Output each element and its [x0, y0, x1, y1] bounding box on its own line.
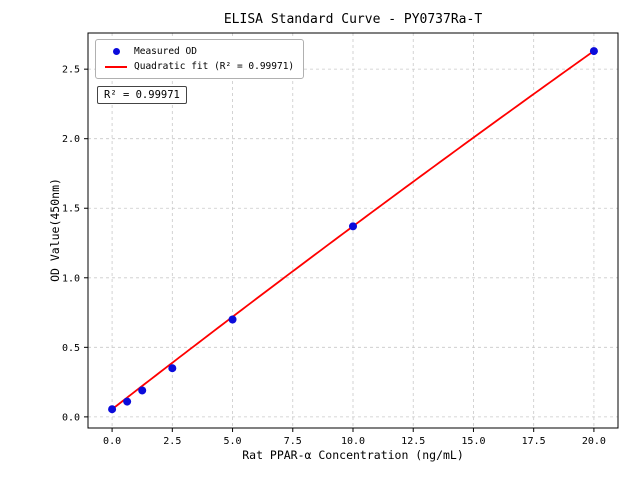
scatter-marker-icon	[112, 48, 120, 55]
legend-item-quadratic-fit: Quadratic fit (R² = 0.99971)	[103, 59, 294, 74]
x-tick-label: 17.5	[522, 436, 546, 447]
y-tick-label: 1.5	[62, 204, 80, 215]
x-axis-label: Rat PPAR-α Concentration (ng/mL)	[242, 448, 464, 462]
y-tick-label: 0.0	[62, 412, 80, 423]
y-tick-label: 0.5	[62, 343, 80, 354]
x-tick-label: 20.0	[582, 436, 606, 447]
chart-title: ELISA Standard Curve - PY0737Ra-T	[223, 12, 483, 27]
r-squared-annotation: R² = 0.99971	[97, 86, 187, 104]
legend-label-quadratic-fit: Quadratic fit (R² = 0.99971)	[134, 61, 295, 72]
x-tick-label: 15.0	[461, 436, 485, 447]
x-tick-label: 5.0	[224, 436, 242, 447]
x-tick-label: 10.0	[341, 436, 365, 447]
data-point	[123, 397, 132, 406]
x-tick-label: 0.0	[103, 436, 121, 447]
data-point	[108, 405, 117, 414]
data-point	[138, 386, 147, 395]
x-tick-label: 12.5	[401, 436, 425, 447]
fit-line-swatch-icon	[105, 65, 127, 68]
data-point	[349, 222, 357, 231]
data-point	[589, 47, 598, 56]
y-tick-label: 1.0	[62, 273, 80, 284]
y-tick-label: 2.5	[62, 65, 80, 76]
legend-marker-area	[103, 65, 129, 68]
legend-item-measured-od: Measured OD	[103, 44, 294, 59]
legend-marker-area	[103, 48, 129, 55]
data-point	[228, 315, 237, 324]
x-tick-label: 7.5	[284, 436, 302, 447]
data-point	[168, 364, 177, 373]
x-tick-label: 2.5	[163, 436, 181, 447]
legend-label-measured-od: Measured OD	[134, 46, 197, 57]
y-axis-label: OD Value(450nm)	[48, 178, 62, 282]
y-tick-label: 2.0	[62, 134, 80, 145]
legend: Measured OD Quadratic fit (R² = 0.99971)	[95, 39, 305, 79]
